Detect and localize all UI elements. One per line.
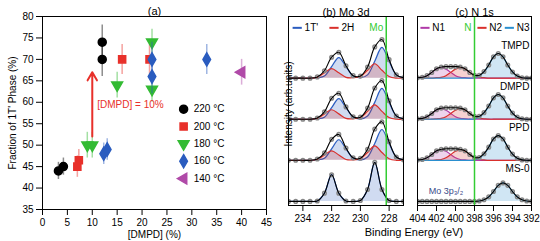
svg-text:DMPD: DMPD — [500, 81, 529, 92]
svg-text:N3: N3 — [517, 22, 530, 33]
svg-text:396: 396 — [485, 213, 502, 224]
svg-text:50: 50 — [22, 139, 34, 150]
svg-text:1T': 1T' — [305, 22, 319, 33]
svg-text:35: 35 — [211, 217, 223, 228]
svg-text:80: 80 — [22, 11, 34, 22]
svg-text:400: 400 — [447, 213, 464, 224]
svg-text:30: 30 — [186, 217, 198, 228]
svg-text:[DMPD] (%): [DMPD] (%) — [128, 229, 181, 240]
svg-text:392: 392 — [523, 213, 540, 224]
svg-text:140 °C: 140 °C — [194, 173, 225, 184]
svg-text:20: 20 — [136, 217, 148, 228]
svg-text:234: 234 — [295, 213, 312, 224]
svg-text:45: 45 — [22, 161, 34, 172]
svg-text:10: 10 — [87, 217, 99, 228]
svg-text:40: 40 — [22, 182, 34, 193]
svg-text:MS-0: MS-0 — [506, 163, 530, 174]
svg-text:N1: N1 — [432, 22, 445, 33]
svg-text:Intensity (arb.units): Intensity (arb.units) — [282, 61, 294, 147]
svg-text:0: 0 — [40, 217, 46, 228]
svg-text:5: 5 — [65, 217, 71, 228]
svg-text:394: 394 — [504, 213, 521, 224]
svg-text:Mo: Mo — [369, 22, 383, 33]
svg-text:200 °C: 200 °C — [194, 121, 225, 132]
svg-text:60: 60 — [22, 96, 34, 107]
svg-text:232: 232 — [323, 213, 340, 224]
svg-text:55: 55 — [22, 118, 34, 129]
html-text:Binding Energy (eV): Binding Energy (eV) — [364, 226, 464, 238]
svg-text:65: 65 — [22, 75, 34, 86]
svg-text:[DMPD] = 10%: [DMPD] = 10% — [97, 99, 164, 110]
svg-text:PPD: PPD — [509, 122, 530, 133]
svg-text:2H: 2H — [341, 22, 354, 33]
svg-text:230: 230 — [352, 213, 369, 224]
svg-text:N: N — [464, 22, 471, 33]
svg-text:(a): (a) — [148, 5, 161, 17]
svg-text:40: 40 — [236, 217, 248, 228]
svg-text:160 °C: 160 °C — [194, 155, 225, 166]
svg-text:Mo 3p₃/₂: Mo 3p₃/₂ — [429, 186, 464, 196]
svg-text:402: 402 — [428, 213, 445, 224]
svg-text:75: 75 — [22, 32, 34, 43]
svg-text:228: 228 — [381, 213, 398, 224]
svg-text:(c) N 1s: (c) N 1s — [455, 6, 494, 18]
svg-text:N2: N2 — [489, 22, 502, 33]
svg-text:70: 70 — [22, 54, 34, 65]
svg-text:45: 45 — [261, 217, 272, 228]
svg-text:15: 15 — [112, 217, 124, 228]
svg-text:TMPD: TMPD — [501, 40, 529, 51]
svg-text:398: 398 — [466, 213, 483, 224]
svg-text:(b) Mo 3d: (b) Mo 3d — [322, 6, 369, 18]
svg-text:35: 35 — [22, 204, 34, 215]
svg-text:25: 25 — [161, 217, 173, 228]
svg-text:Fraction of 1T' Phase (%): Fraction of 1T' Phase (%) — [7, 56, 18, 169]
svg-text:220 °C: 220 °C — [194, 103, 225, 114]
svg-text:404: 404 — [409, 213, 426, 224]
svg-text:180 °C: 180 °C — [194, 138, 225, 149]
